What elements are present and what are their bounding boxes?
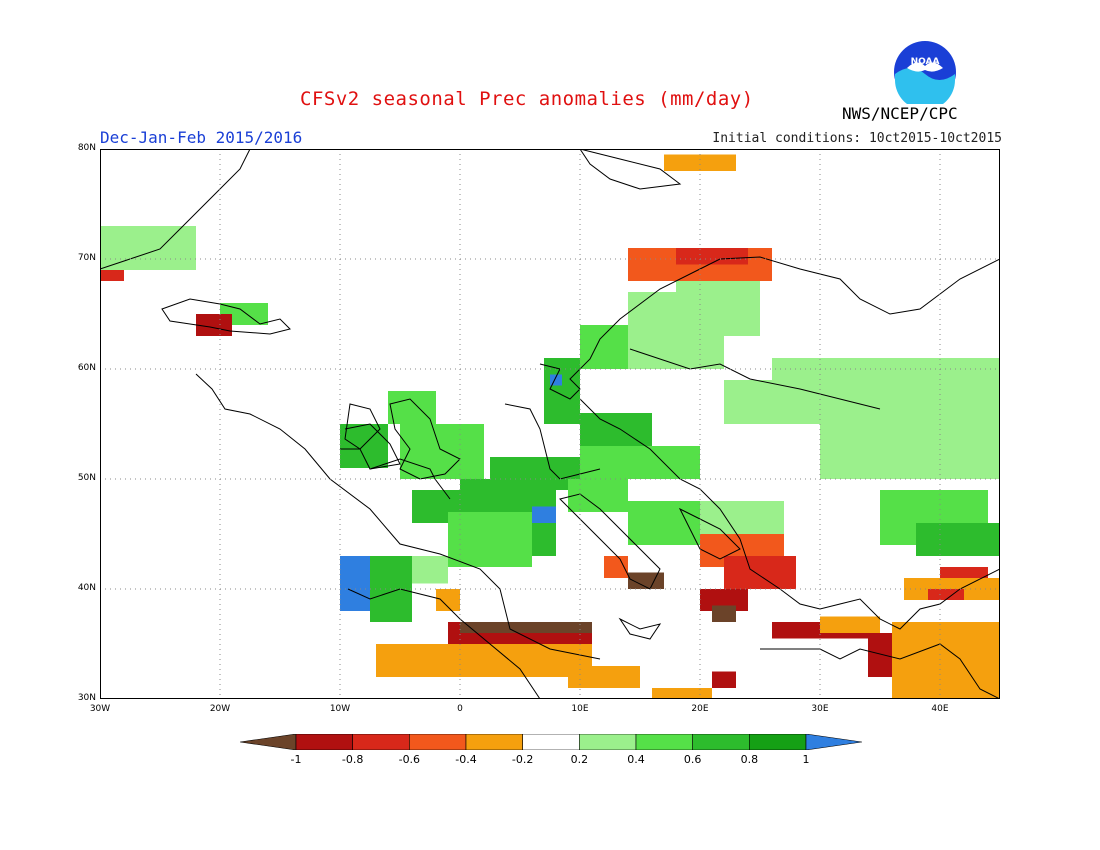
chart-title: CFSv2 seasonal Prec anomalies (mm/day) — [300, 88, 754, 110]
anomaly-cell-20 — [568, 479, 628, 512]
colorbar-tick-label: 1 — [802, 753, 810, 766]
lon-label: 10W — [329, 704, 351, 714]
anomaly-cell-28 — [196, 314, 232, 336]
anomaly-cell-48 — [892, 622, 1000, 699]
anomaly-cell-47 — [868, 633, 892, 677]
anomaly-cell-43 — [652, 688, 712, 699]
svalbard-outline — [579, 149, 682, 190]
colorbar-box-5 — [579, 734, 637, 750]
anomaly-cell-42 — [592, 666, 640, 688]
noaa-logo-icon: NOAA — [894, 41, 956, 104]
colorbar-tick-label: -0.8 — [341, 753, 364, 766]
anomaly-cell-52 — [436, 589, 460, 611]
anomaly-cell-50 — [928, 589, 964, 600]
anomaly-cell-40 — [376, 644, 580, 677]
anomaly-cell-9 — [340, 424, 388, 468]
colorbar-box-2 — [409, 734, 467, 750]
lat-label: 60N — [77, 363, 96, 373]
anomaly-cell-12 — [550, 374, 562, 386]
anomaly-cell-11 — [544, 358, 580, 424]
anomaly-cell-31 — [676, 248, 748, 265]
anomaly-cell-7 — [532, 506, 556, 523]
noaa-logo-text: NOAA — [911, 57, 940, 67]
colorbar-tick-label: 0.2 — [570, 753, 589, 766]
colorbar-box-1 — [352, 734, 410, 750]
anomaly-cell-5 — [448, 512, 532, 567]
anomaly-cell-41 — [568, 644, 592, 688]
lat-label: 30N — [77, 693, 96, 703]
colorbar-tick-label: 0.4 — [627, 753, 645, 766]
anomaly-cell-19 — [580, 446, 700, 479]
anomaly-cell-29 — [100, 270, 124, 281]
colorbar-arrow-high — [805, 734, 862, 750]
anomaly-cell-35 — [712, 605, 736, 622]
colorbar-arrow-low — [240, 734, 297, 750]
anomaly-cell-44 — [712, 671, 736, 688]
anomaly-cell-8 — [400, 424, 484, 479]
island-outlines — [100, 149, 682, 480]
graticule — [100, 149, 1000, 699]
lon-label: 30E — [811, 704, 829, 714]
lon-label: 20E — [691, 704, 709, 714]
anomaly-cell-10 — [388, 391, 436, 424]
lon-label: 30W — [89, 704, 111, 714]
lat-label: 40N — [77, 583, 96, 593]
anomaly-cell-36 — [628, 572, 664, 589]
ireland-outline — [344, 403, 381, 450]
anomaly-cell-0 — [340, 556, 370, 611]
precipitation-anomaly-map — [100, 149, 1000, 699]
lon-label: 10E — [571, 704, 589, 714]
colorbar-box-4 — [522, 734, 580, 750]
lat-label: 80N — [77, 143, 96, 153]
colorbar-box-8 — [749, 734, 807, 750]
period-label: Dec-Jan-Feb 2015/2016 — [100, 128, 303, 147]
lat-label: 70N — [77, 253, 96, 263]
lat-label: 50N — [77, 473, 96, 483]
anomaly-cell-23 — [820, 391, 1000, 479]
anomaly-cell-33 — [724, 556, 796, 589]
anomaly-cell-25 — [916, 523, 1000, 556]
colorbar-box-6 — [635, 734, 693, 750]
anomaly-cell-37 — [604, 556, 628, 578]
colorbar-box-3 — [465, 734, 523, 750]
lon-label: 40E — [931, 704, 949, 714]
colorbar-tick-label: -1 — [290, 753, 302, 766]
colorbar-tick-label: 0.8 — [740, 753, 759, 766]
colorbar — [240, 734, 862, 750]
initial-conditions-label: Initial conditions: 10ct2015-10ct2015 — [712, 131, 1002, 146]
anomaly-cell-21 — [628, 501, 700, 545]
colorbar-box-0 — [295, 734, 353, 750]
anomaly-cell-14 — [580, 413, 652, 446]
anomaly-cells — [100, 154, 1000, 699]
colorbar-tick-label: -0.4 — [455, 753, 477, 766]
great-britain-outline — [389, 398, 461, 480]
lon-label: 20W — [209, 704, 231, 714]
anomaly-cell-39 — [460, 622, 592, 633]
lon-label: 0 — [457, 704, 463, 714]
colorbar-tick-label: -0.2 — [511, 753, 534, 766]
greenland-coast — [100, 149, 251, 270]
colorbar-tick-label: -0.6 — [398, 753, 421, 766]
agency-label: NWS/NCEP/CPC — [842, 104, 958, 123]
colorbar-box-7 — [692, 734, 750, 750]
anomaly-cell-16 — [676, 281, 760, 336]
anomaly-cell-26 — [100, 226, 196, 270]
anomaly-cell-46 — [820, 616, 880, 633]
anomaly-cell-2 — [412, 556, 448, 584]
anomaly-cell-6 — [490, 457, 580, 490]
anomaly-cell-53 — [664, 154, 736, 171]
colorbar-tick-label: 0.6 — [683, 753, 702, 766]
anomaly-cell-51 — [940, 567, 988, 578]
